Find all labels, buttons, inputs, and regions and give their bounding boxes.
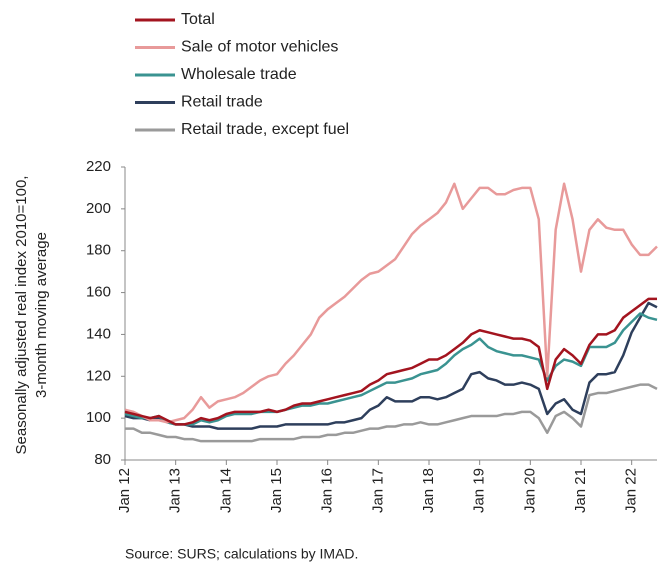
legend-label: Wholesale trade [181, 66, 297, 83]
x-tick-label: Jan 20 [521, 468, 538, 513]
x-tick-label: Jan 17 [369, 468, 386, 513]
y-axis-label: 3-month moving average [33, 232, 50, 398]
y-tick-label: 180 [86, 242, 111, 259]
legend-label: Sale of motor vehicles [181, 39, 338, 56]
x-tick-label: Jan 21 [572, 468, 589, 513]
y-tick-label: 220 [86, 158, 111, 175]
x-tick-label: Jan 12 [116, 468, 133, 513]
legend-label: Retail trade [181, 94, 263, 111]
y-tick-label: 200 [86, 200, 111, 217]
source-note: Source: SURS; calculations by IMAD. [125, 546, 358, 562]
y-tick-label: 80 [94, 451, 111, 468]
y-tick-label: 100 [86, 409, 111, 426]
x-tick-label: Jan 14 [217, 468, 234, 513]
x-tick-label: Jan 13 [167, 468, 184, 513]
x-tick-label: Jan 16 [319, 468, 336, 513]
series-line [124, 301, 658, 430]
x-tick-label: Jan 15 [268, 468, 285, 513]
series-line [124, 182, 658, 424]
x-tick-label: Jan 22 [623, 468, 640, 513]
series-line [124, 312, 658, 426]
y-tick-label: 140 [86, 325, 111, 342]
legend-label: Total [181, 11, 215, 28]
y-tick-label: 160 [86, 284, 111, 301]
x-tick-label: Jan 18 [420, 468, 437, 513]
series-line [125, 383, 658, 443]
y-tick-label: 120 [86, 367, 111, 384]
x-tick-label: Jan 19 [471, 468, 488, 513]
y-axis-label: Seasonally adjusted real index 2010=100, [13, 176, 30, 455]
legend-label: Retail trade, except fuel [181, 121, 349, 138]
series-line [124, 297, 657, 426]
